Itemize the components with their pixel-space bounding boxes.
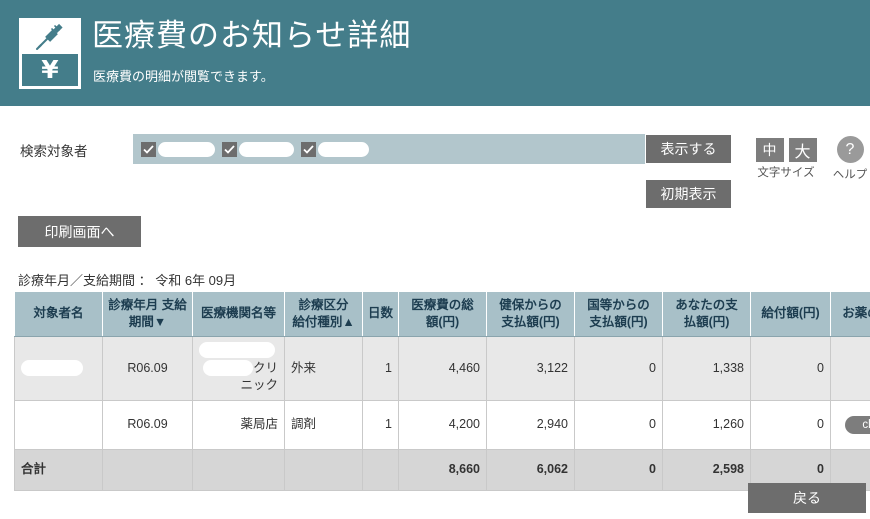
kuni-header-line1: 国等からの (587, 298, 650, 312)
kuni-header-line2: 支払額(円) (589, 314, 648, 329)
total-label: 合計 (14, 448, 103, 491)
medical-expense-table: 対象者名 診療年月 支給 期間▼ 医療機関名等 診療区分 給付種別▲ 日数 医療… (14, 291, 870, 491)
period-header-line1: 診療年月 支給 (108, 298, 187, 312)
cell-days: 1 (362, 335, 399, 401)
checkbox-person-2[interactable] (222, 141, 237, 157)
cell-kubun: 調剤 (284, 399, 363, 450)
column-header-kenpo[interactable]: 健保からの 支払額(円) (486, 291, 575, 337)
search-person-2[interactable] (222, 141, 294, 157)
search-person-3[interactable] (301, 141, 369, 157)
table-header-row: 対象者名 診療年月 支給 期間▼ 医療機関名等 診療区分 給付種別▲ 日数 医療… (14, 291, 870, 337)
font-size-label: 文字サイズ (757, 167, 815, 179)
checkbox-person-3[interactable] (301, 141, 316, 157)
cell-institution: クリニック (192, 335, 285, 401)
total-total: 8,660 (398, 448, 487, 491)
column-header-you[interactable]: あなたの支 払額(円) (662, 291, 751, 337)
total-institution (192, 448, 285, 491)
kenpo-header-line2: 支払額(円) (501, 314, 560, 329)
cell-kenpo: 3,122 (486, 335, 575, 401)
table-row: R06.09 クリニック 外来 1 4,460 3,122 0 1,338 0 (14, 335, 870, 401)
cell-kuni: 0 (574, 335, 663, 401)
institution-redacted-line2 (202, 360, 253, 377)
help-control: ? ヘルプ (828, 136, 870, 182)
total-kuni: 0 (574, 448, 663, 491)
cell-medicine (830, 335, 870, 401)
institution-redacted-line1 (199, 341, 275, 358)
cell-kuni: 0 (574, 399, 663, 450)
column-header-medicine: お薬の情報 (830, 291, 870, 337)
page-subtitle: 医療費の明細が閲覧できます。 (93, 69, 274, 84)
search-target-label: 検索対象者 (20, 144, 88, 159)
table-total-row: 合計 8,660 6,062 0 2,598 0 (14, 448, 870, 491)
you-header-line2: 払額(円) (683, 314, 730, 329)
kubun-header-line2: 給付種別▲ (292, 314, 355, 329)
cell-institution: 薬局店 (192, 399, 285, 450)
cell-kubun: 外来 (284, 335, 363, 401)
cell-name (14, 335, 103, 401)
print-screen-button[interactable]: 印刷画面へ (18, 216, 141, 247)
cell-kyufu: 0 (750, 335, 831, 401)
person-name-redacted-3 (318, 141, 369, 157)
total-you: 2,598 (662, 448, 751, 491)
kubun-header-line1: 診療区分 (298, 298, 349, 312)
person-name-redacted-2 (239, 141, 294, 157)
search-person-1[interactable] (141, 141, 215, 157)
period-header-line2: 期間▼ (128, 314, 167, 329)
total-kubun (284, 448, 363, 491)
kenpo-header-line1: 健保からの (499, 298, 562, 312)
yen-symbol: ¥ (22, 53, 78, 86)
total-header-line2: 額(円) (425, 314, 460, 329)
cell-period: R06.09 (102, 335, 193, 401)
page-title: 医療費のお知らせ詳細 (92, 18, 412, 53)
cell-total: 4,460 (398, 335, 487, 401)
show-button[interactable]: 表示する (646, 135, 731, 163)
cell-medicine: click (830, 399, 870, 450)
page-header-banner: ¥ 医療費のお知らせ詳細 医療費の明細が閲覧できます。 (0, 0, 870, 106)
column-header-kubun[interactable]: 診療区分 給付種別▲ (284, 291, 363, 337)
column-header-days[interactable]: 日数 (362, 291, 399, 337)
checkbox-person-1[interactable] (141, 141, 156, 157)
cell-name (14, 399, 103, 450)
cell-total: 4,200 (398, 399, 487, 450)
table-row: R06.09 薬局店 調剤 1 4,200 2,940 0 1,260 0 cl… (14, 399, 870, 450)
search-target-bar (133, 134, 645, 164)
person-name-redacted-1 (158, 141, 215, 157)
cell-you: 1,260 (662, 399, 751, 450)
cell-kenpo: 2,940 (486, 399, 575, 450)
period-line: 診療年月／支給期間 ： 令和 6年 09月 (18, 273, 237, 288)
total-period (102, 448, 193, 491)
column-header-institution[interactable]: 医療機関名等 (192, 291, 285, 337)
cell-kyufu: 0 (750, 399, 831, 450)
total-kenpo: 6,062 (486, 448, 575, 491)
font-size-control: 中 大 文字サイズ (752, 138, 820, 180)
total-days (362, 448, 399, 491)
initial-display-button[interactable]: 初期表示 (646, 180, 731, 208)
help-icon[interactable]: ? (836, 136, 864, 163)
syringe-icon (22, 21, 78, 54)
column-header-period[interactable]: 診療年月 支給 期間▼ (102, 291, 193, 337)
column-header-kyufu[interactable]: 給付額(円) (750, 291, 831, 337)
syringe-yen-icon: ¥ (19, 18, 81, 89)
column-header-name: 対象者名 (14, 291, 103, 337)
medicine-info-click-button[interactable]: click (845, 415, 870, 434)
cell-you: 1,338 (662, 335, 751, 401)
back-button[interactable]: 戻る (748, 483, 866, 513)
font-size-large-button[interactable]: 大 (788, 138, 817, 162)
cell-period: R06.09 (102, 399, 193, 450)
column-header-total[interactable]: 医療費の総 額(円) (398, 291, 487, 337)
medical-expense-table-wrap: 対象者名 診療年月 支給 期間▼ 医療機関名等 診療区分 給付種別▲ 日数 医療… (14, 291, 870, 491)
institution-text: クリニック (240, 360, 278, 393)
font-size-medium-button[interactable]: 中 (755, 138, 784, 162)
cell-days: 1 (362, 399, 399, 450)
help-label: ヘルプ (832, 169, 868, 181)
name-redacted (21, 360, 83, 377)
you-header-line1: あなたの支 (675, 298, 738, 312)
column-header-kuni[interactable]: 国等からの 支払額(円) (574, 291, 663, 337)
total-header-line1: 医療費の総 (411, 298, 474, 312)
